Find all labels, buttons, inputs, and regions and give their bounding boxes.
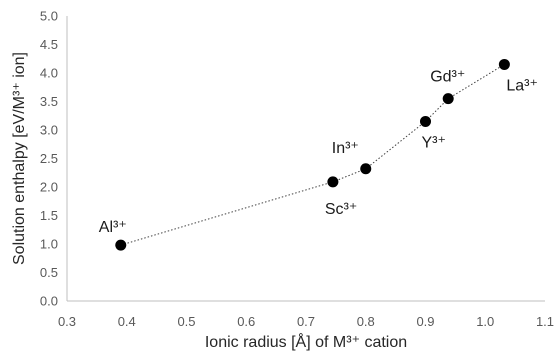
x-tick-label: 0.7 xyxy=(297,314,315,329)
x-tick-label: 0.9 xyxy=(416,314,434,329)
data-point xyxy=(360,163,372,175)
data-point xyxy=(442,93,454,105)
point-label: In³⁺ xyxy=(332,140,359,157)
y-tick-label: 4.5 xyxy=(40,37,58,52)
point-label: Y³⁺ xyxy=(422,134,446,151)
x-tick-label: 0.3 xyxy=(58,314,76,329)
data-point xyxy=(115,239,127,251)
x-tick-label: 0.5 xyxy=(177,314,195,329)
y-tick-label: 1.5 xyxy=(40,208,58,223)
data-point xyxy=(498,58,510,70)
y-tick-labels: 0.0 0.5 1.0 1.5 2.0 2.5 3.0 3.5 4.0 4.5 5.0 xyxy=(40,9,58,309)
y-tick-label: 3.5 xyxy=(40,94,58,109)
y-tick-label: 1.0 xyxy=(40,237,58,252)
point-label: Sc³⁺ xyxy=(325,201,357,218)
y-tick-label: 0.0 xyxy=(40,294,58,309)
y-tick-label: 2.5 xyxy=(40,151,58,166)
y-tick-label: 0.5 xyxy=(40,265,58,280)
point-labels: Al³⁺ Sc³⁺ In³⁺ Y³⁺ Gd³⁺ La³⁺ xyxy=(99,69,538,236)
point-label: La³⁺ xyxy=(506,77,538,94)
axes xyxy=(66,16,545,302)
x-tick-label: 0.6 xyxy=(237,314,255,329)
x-axis-label: Ionic radius [Å] of M³⁺ cation xyxy=(205,332,407,351)
point-label: Al³⁺ xyxy=(99,219,127,236)
x-tick-labels: 0.3 0.4 0.5 0.6 0.7 0.8 0.9 1.0 1.1 xyxy=(58,314,554,329)
y-tick-label: 2.0 xyxy=(40,180,58,195)
x-tick-label: 0.4 xyxy=(118,314,136,329)
y-tick-label: 5.0 xyxy=(40,9,58,24)
point-label: Gd³⁺ xyxy=(430,69,465,86)
data-point xyxy=(420,115,431,127)
y-tick-label: 3.0 xyxy=(40,123,58,138)
x-tick-label: 1.1 xyxy=(536,314,554,329)
series-line xyxy=(120,63,505,246)
data-points xyxy=(115,58,510,251)
y-axis-label: Solution enthalpy [eV/M³⁺ ion] xyxy=(11,52,28,265)
x-tick-label: 0.8 xyxy=(357,314,375,329)
y-tick-label: 4.0 xyxy=(40,66,58,81)
data-point xyxy=(327,176,339,188)
x-tick-label: 1.0 xyxy=(476,314,494,329)
